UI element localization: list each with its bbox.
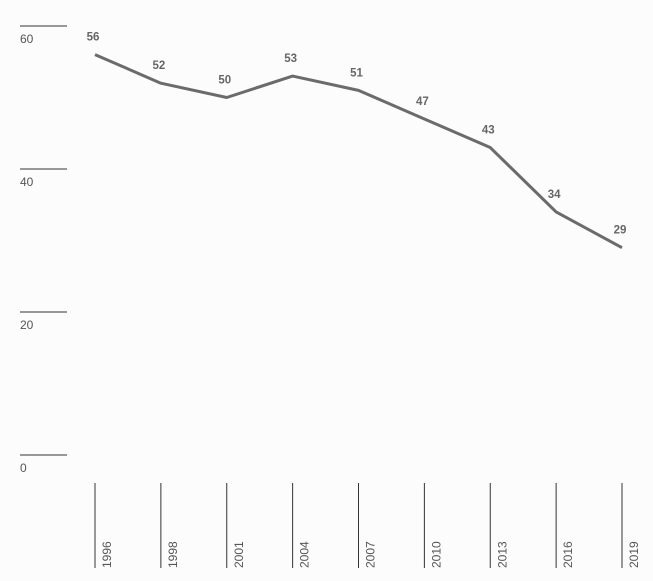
value-label: 51 — [350, 67, 363, 79]
value-label: 52 — [152, 60, 165, 72]
x-tick-label: 2001 — [232, 541, 246, 568]
x-tick-label: 2010 — [429, 541, 443, 568]
value-label: 47 — [416, 96, 429, 108]
x-tick-label: 2007 — [364, 541, 378, 568]
x-tick-label: 2019 — [627, 541, 641, 568]
y-tick-label: 40 — [20, 175, 34, 189]
value-label: 50 — [218, 75, 231, 87]
x-tick-label: 1998 — [166, 541, 180, 568]
value-label: 29 — [614, 225, 627, 237]
x-tick-label: 2016 — [561, 541, 575, 568]
y-tick-label: 0 — [20, 461, 27, 475]
value-label: 43 — [482, 125, 495, 137]
data-line — [94, 53, 623, 249]
x-tick-label: 1996 — [100, 541, 114, 568]
x-tick-label: 2013 — [495, 541, 509, 568]
x-tick-label: 2004 — [298, 541, 312, 568]
y-tick-label: 60 — [20, 32, 34, 46]
y-tick-label: 20 — [20, 318, 34, 332]
value-label: 56 — [87, 32, 100, 44]
value-label: 53 — [284, 53, 297, 65]
value-label: 34 — [548, 189, 561, 201]
